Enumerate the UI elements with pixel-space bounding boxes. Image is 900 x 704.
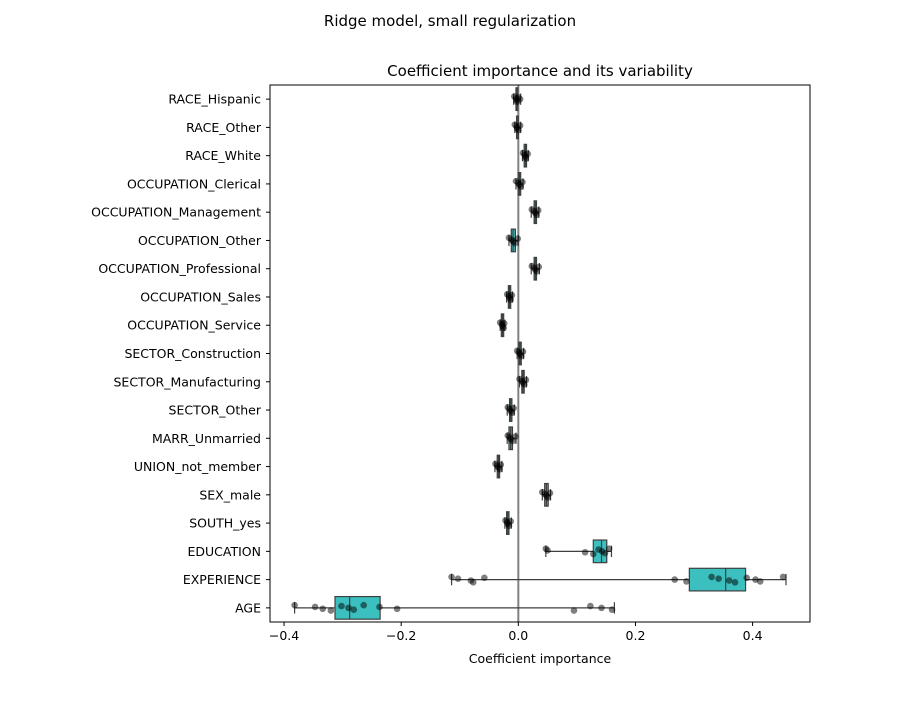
y-tick-label: OCCUPATION_Professional	[98, 261, 261, 276]
y-tick-label: SEX_male	[199, 487, 261, 502]
data-point	[469, 579, 477, 586]
y-tick-label: OCCUPATION_Management	[91, 205, 261, 220]
y-tick-label: EXPERIENCE	[183, 572, 261, 587]
x-tick-label: 0.2	[626, 628, 646, 643]
data-point	[507, 517, 515, 525]
data-point	[311, 603, 319, 611]
data-point	[454, 575, 462, 583]
data-point	[345, 604, 352, 612]
x-tick-label: 0.0	[508, 628, 528, 643]
plot-frame	[269, 84, 811, 623]
axes-title: Coefficient importance and its variabili…	[387, 62, 693, 80]
data-point	[393, 605, 401, 613]
y-tick-label: OCCUPATION_Clerical	[127, 176, 261, 191]
data-point	[601, 549, 609, 557]
data-point	[731, 579, 739, 586]
data-point	[779, 573, 787, 581]
data-point	[546, 489, 554, 497]
data-point	[291, 601, 298, 609]
y-tick-label: SECTOR_Construction	[124, 346, 261, 361]
data-point	[516, 95, 524, 103]
data-point	[544, 547, 551, 554]
x-tick-label: −0.2	[386, 628, 416, 643]
data-point	[524, 150, 532, 158]
y-tick-label: OCCUPATION_Sales	[140, 289, 261, 304]
data-point	[589, 550, 597, 558]
data-point	[535, 263, 543, 271]
data-point	[514, 235, 522, 242]
data-point	[756, 578, 764, 585]
y-tick-label: OCCUPATION_Other	[138, 233, 262, 248]
y-tick-label: MARR_Unmarried	[152, 431, 261, 446]
data-point	[608, 606, 616, 613]
data-point	[598, 604, 605, 612]
y-tick-label: SECTOR_Other	[169, 403, 262, 418]
data-point	[671, 576, 679, 583]
y-tick-label: EDUCATION	[188, 544, 262, 559]
data-point	[376, 603, 383, 611]
data-point	[508, 291, 516, 299]
y-tick-label: OCCUPATION_Service	[127, 318, 261, 333]
x-tick-label: −0.4	[269, 628, 299, 643]
data-point	[360, 601, 368, 609]
data-point	[534, 207, 542, 214]
data-point	[708, 573, 715, 581]
x-axis-label: Coefficient importance	[469, 651, 612, 666]
data-point	[500, 320, 508, 327]
data-point	[715, 575, 722, 583]
data-point	[605, 545, 613, 552]
data-point	[519, 178, 526, 186]
y-tick-label: UNION_not_member	[134, 459, 262, 474]
x-tick-label: 0.4	[743, 628, 763, 643]
data-point	[570, 607, 578, 614]
y-tick-label: RACE_Hispanic	[168, 92, 261, 107]
y-tick-label: RACE_White	[185, 148, 261, 163]
y-tick-label: SECTOR_Manufacturing	[114, 374, 262, 389]
figure-suptitle: Ridge model, small regularization	[324, 12, 576, 30]
data-point	[683, 578, 690, 585]
data-point	[522, 376, 530, 384]
data-point	[338, 602, 345, 610]
data-point	[448, 573, 455, 581]
data-point	[510, 404, 517, 412]
y-tick-label: AGE	[235, 600, 261, 615]
y-tick-label: RACE_Other	[186, 120, 262, 135]
data-point	[319, 605, 327, 613]
data-point	[512, 433, 519, 440]
data-point	[350, 606, 358, 613]
data-point	[481, 574, 488, 582]
data-point	[743, 574, 751, 582]
data-point	[581, 548, 589, 556]
data-point	[497, 461, 505, 469]
y-tick-label: SOUTH_yes	[189, 516, 261, 531]
data-point	[516, 122, 524, 129]
data-point	[519, 348, 527, 356]
data-point	[327, 607, 335, 614]
data-point	[725, 577, 733, 584]
data-point	[587, 602, 594, 610]
